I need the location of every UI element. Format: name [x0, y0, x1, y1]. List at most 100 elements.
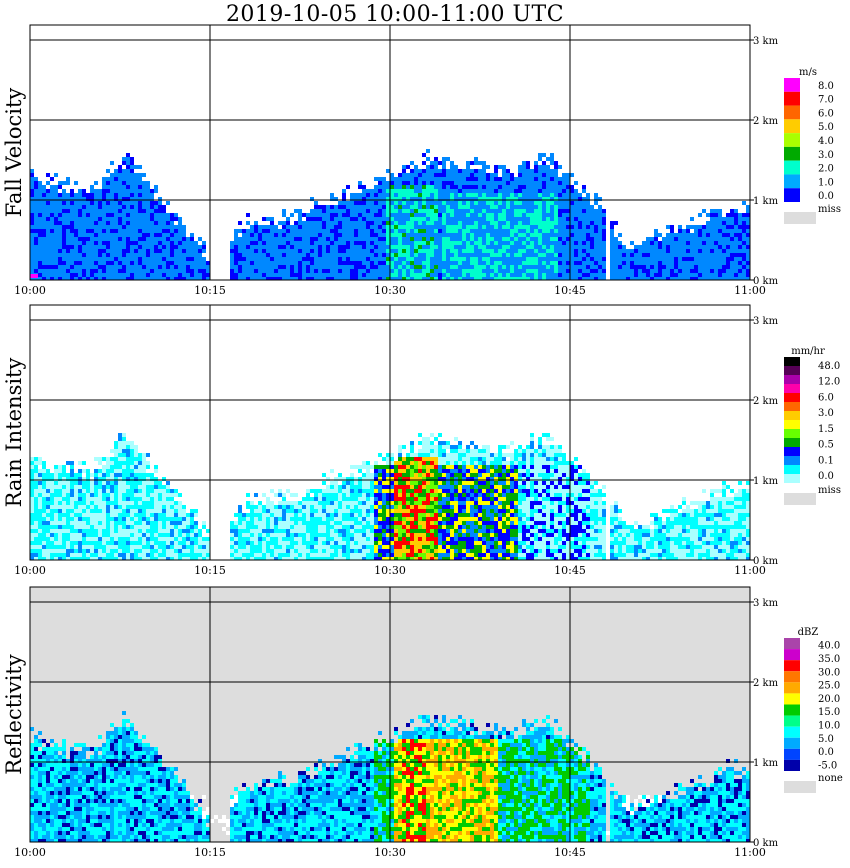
echo-cell — [170, 241, 174, 245]
echo-cell — [298, 517, 302, 521]
echo-cell — [110, 249, 114, 253]
echo-cell — [118, 193, 122, 197]
echo-cell — [698, 245, 702, 249]
echo-cell — [58, 489, 62, 493]
echo-cell — [42, 537, 46, 541]
echo-cell — [162, 521, 166, 525]
echo-cell — [278, 509, 282, 513]
echo-cell — [250, 237, 254, 241]
echo-cell — [250, 229, 254, 233]
echo-cell — [270, 257, 274, 261]
echo-cell — [374, 193, 378, 197]
echo-cell — [542, 273, 546, 277]
echo-cell — [250, 501, 254, 505]
echo-cell — [474, 261, 478, 265]
echo-cell — [118, 257, 122, 261]
echo-cell — [442, 273, 446, 277]
echo-cell — [294, 537, 298, 541]
echo-cell — [266, 529, 270, 533]
echo-cell — [434, 273, 438, 277]
echo-cell — [330, 249, 334, 253]
echo-cell — [158, 481, 162, 485]
echo-cell — [162, 501, 166, 505]
echo-cell — [106, 457, 110, 461]
echo-cell — [286, 529, 290, 533]
echo-cell — [122, 205, 126, 209]
echo-cell — [502, 277, 506, 280]
echo-cell — [74, 181, 78, 185]
echo-cell — [538, 165, 542, 169]
echo-cell — [602, 257, 606, 261]
echo-cell — [134, 477, 138, 481]
echo-cell — [442, 177, 446, 181]
echo-cell — [294, 209, 298, 213]
echo-cell — [58, 525, 62, 529]
echo-cell — [710, 225, 714, 229]
echo-cell — [474, 157, 478, 161]
echo-cell — [158, 209, 162, 213]
echo-cell — [558, 185, 562, 189]
echo-cell — [470, 189, 474, 193]
echo-cell — [514, 201, 518, 205]
echo-cell — [322, 253, 326, 257]
echo-cell — [270, 529, 274, 533]
echo-cell — [438, 269, 442, 273]
echo-cell — [38, 553, 42, 557]
echo-cell — [102, 497, 106, 501]
echo-cell — [70, 505, 74, 509]
echo-cell — [502, 273, 506, 277]
echo-cell — [46, 529, 50, 533]
echo-cell — [38, 505, 42, 509]
echo-cell — [34, 241, 38, 245]
echo-cell — [298, 549, 302, 553]
echo-cell — [726, 249, 730, 253]
echo-cell — [230, 241, 234, 245]
echo-cell — [318, 221, 322, 225]
echo-cell — [522, 173, 526, 177]
echo-cell — [538, 169, 542, 173]
echo-cell — [426, 245, 430, 249]
echo-cell — [374, 229, 378, 233]
echo-cell — [42, 253, 46, 257]
echo-cell — [146, 237, 150, 241]
echo-cell — [98, 257, 102, 261]
echo-cell — [678, 273, 682, 277]
echo-cell — [378, 217, 382, 221]
echo-cell — [550, 217, 554, 221]
echo-cell — [514, 253, 518, 257]
echo-cell — [114, 485, 118, 489]
echo-cell — [58, 533, 62, 537]
echo-cell — [438, 273, 442, 277]
echo-cell — [598, 213, 602, 217]
echo-cell — [198, 269, 202, 273]
echo-cell — [618, 273, 622, 277]
echo-cell — [74, 217, 78, 221]
echo-cell — [474, 269, 478, 273]
echo-cell — [62, 241, 66, 245]
echo-cell — [642, 253, 646, 257]
echo-cell — [74, 233, 78, 237]
echo-cell — [46, 513, 50, 517]
echo-cell — [82, 277, 86, 280]
echo-cell — [98, 533, 102, 537]
echo-cell — [386, 273, 390, 277]
echo-cell — [194, 529, 198, 533]
echo-cell — [490, 185, 494, 189]
echo-cell — [34, 505, 38, 509]
echo-cell — [414, 273, 418, 277]
echo-cell — [142, 189, 146, 193]
echo-cell — [354, 253, 358, 257]
echo-cell — [534, 181, 538, 185]
echo-cell — [78, 529, 82, 533]
echo-cell — [122, 237, 126, 241]
echo-cell — [506, 241, 510, 245]
echo-cell — [138, 229, 142, 233]
echo-cell — [442, 213, 446, 217]
echo-cell — [382, 245, 386, 249]
echo-cell — [742, 265, 746, 269]
echo-cell — [142, 509, 146, 513]
echo-cell — [406, 185, 410, 189]
echo-cell — [518, 221, 522, 225]
echo-cell — [726, 257, 730, 261]
echo-cell — [254, 525, 258, 529]
